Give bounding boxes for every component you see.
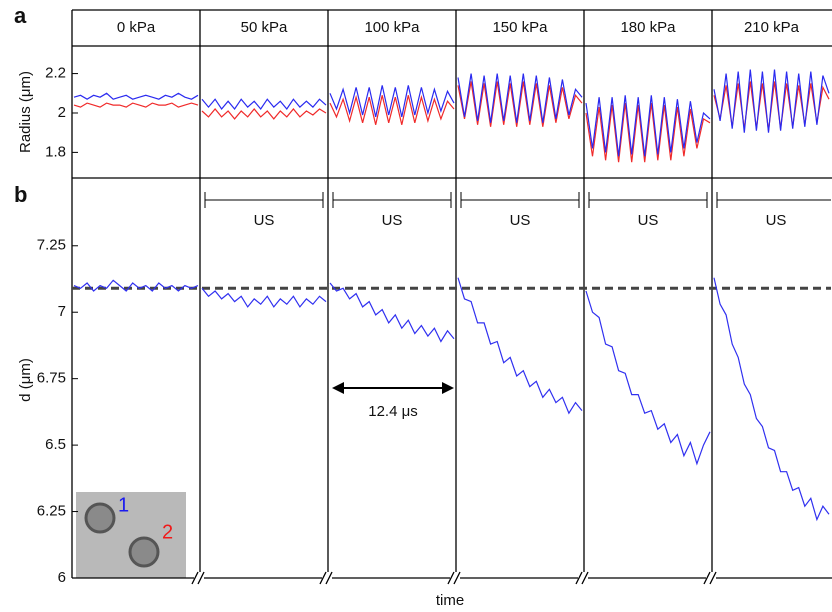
y-tick-label: 1.8: [45, 143, 66, 160]
axis-break: [191, 571, 199, 585]
y-axis-label: d (μm): [17, 358, 34, 402]
y-tick-label: 6.25: [37, 503, 66, 520]
axis-break: [575, 571, 583, 585]
duration-label: 12.4 μs: [368, 403, 418, 420]
distance-trace: [585, 290, 711, 466]
arrow-head: [332, 382, 344, 394]
column-header: 0 kPa: [117, 19, 156, 36]
distance-trace: [329, 282, 455, 343]
arrow-head: [442, 382, 454, 394]
y-axis-label: Radius (μm): [17, 71, 34, 153]
bubble: [84, 502, 116, 534]
y-tick-label: 7.25: [37, 237, 66, 254]
axis-break: [453, 571, 461, 585]
column-header: 150 kPa: [492, 19, 548, 36]
us-label: US: [254, 212, 275, 229]
us-label: US: [638, 212, 659, 229]
radius-trace: [201, 98, 327, 111]
axis-break: [447, 571, 455, 585]
axis-break: [322, 572, 332, 584]
axis-break: [578, 572, 588, 584]
us-label: US: [382, 212, 403, 229]
inset-label: 2: [162, 521, 173, 543]
inset-label: 1: [118, 494, 129, 516]
radius-trace: [457, 81, 583, 127]
y-tick-label: 6.75: [37, 370, 66, 387]
axis-break: [703, 571, 711, 585]
distance-trace: [73, 279, 199, 292]
axis-break: [194, 572, 204, 584]
radius-trace: [585, 103, 711, 163]
radius-trace: [201, 108, 327, 120]
y-tick-label: 2: [58, 104, 66, 121]
panel-label: a: [14, 3, 27, 28]
y-tick-label: 7: [58, 303, 66, 320]
column-header: 50 kPa: [241, 19, 288, 36]
distance-trace: [457, 277, 583, 415]
y-tick-label: 2.2: [45, 65, 66, 82]
inset-image: 1 2: [76, 492, 186, 578]
radius-trace: [329, 94, 455, 125]
radius-trace: [73, 102, 199, 108]
distance-trace: [713, 277, 830, 522]
radius-trace: [457, 73, 583, 123]
radius-trace: [585, 95, 711, 157]
axis-break: [319, 571, 327, 585]
bubble: [128, 536, 160, 568]
radius-trace: [329, 85, 455, 118]
axis-break: [581, 571, 589, 585]
column-header: 180 kPa: [620, 19, 676, 36]
axis-break: [325, 571, 333, 585]
y-tick-label: 6: [58, 569, 66, 586]
axis-break: [709, 571, 717, 585]
axis-break: [197, 571, 205, 585]
panel-label: b: [14, 182, 27, 207]
us-label: US: [510, 212, 531, 229]
us-label: US: [766, 212, 787, 229]
axis-break: [450, 572, 460, 584]
x-axis-label: time: [436, 592, 464, 609]
column-header: 210 kPa: [744, 19, 800, 36]
column-header: 100 kPa: [364, 19, 420, 36]
y-tick-label: 6.5: [45, 436, 66, 453]
radius-trace: [73, 92, 199, 100]
axis-break: [706, 572, 716, 584]
distance-trace: [201, 287, 327, 308]
radius-trace: [713, 69, 830, 133]
